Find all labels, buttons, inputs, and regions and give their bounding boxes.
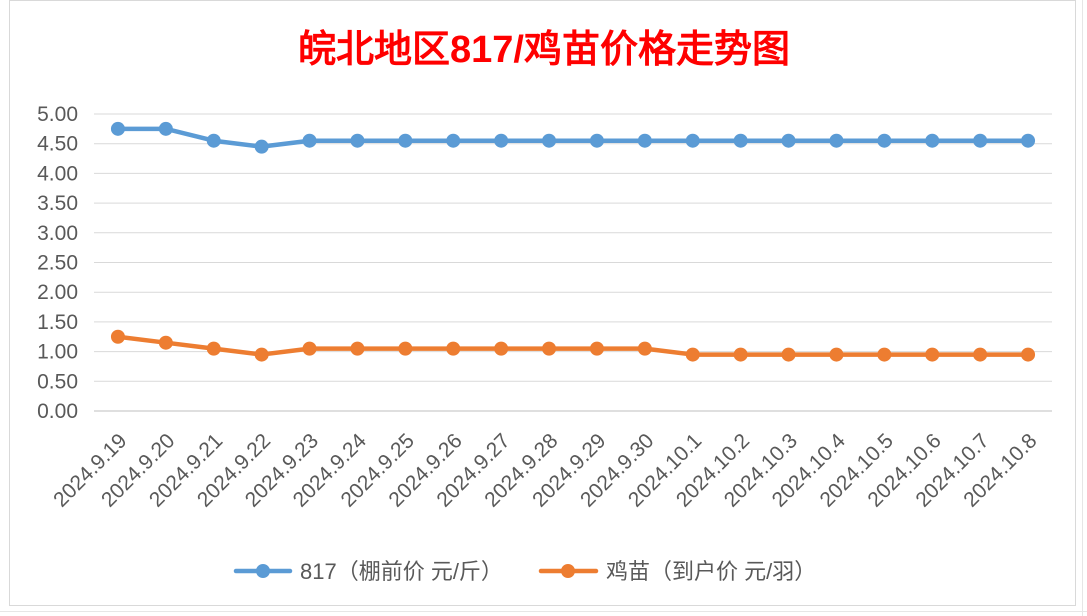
data-point (829, 347, 844, 362)
data-point (302, 133, 317, 148)
legend-item-chick: 鸡苗（到户价 元/羽） (538, 559, 816, 584)
data-point (685, 347, 700, 362)
data-point (350, 133, 365, 148)
data-point (877, 347, 892, 362)
y-tick-label: 0.50 (37, 370, 78, 393)
data-point (637, 133, 652, 148)
data-point (685, 133, 700, 148)
data-point (973, 133, 988, 148)
series-chick (110, 329, 1036, 362)
data-point (158, 121, 173, 136)
data-point (206, 341, 221, 356)
y-tick-label: 4.00 (37, 162, 78, 185)
y-tick-label: 2.00 (37, 281, 78, 304)
series-line (115, 126, 1031, 149)
data-point (110, 329, 125, 344)
data-point (925, 347, 940, 362)
data-point (1021, 133, 1036, 148)
data-point (1021, 347, 1036, 362)
chart-area-border (9, 0, 1076, 606)
data-point (494, 341, 509, 356)
y-tick-label: 0.00 (37, 400, 78, 423)
y-tick-label: 2.50 (37, 252, 78, 275)
data-point (206, 133, 221, 148)
data-point (254, 139, 269, 154)
legend-item-817: 817（棚前价 元/斤） (233, 559, 503, 584)
data-point (158, 335, 173, 350)
y-tick-label: 1.00 (37, 341, 78, 364)
data-point (829, 133, 844, 148)
series-817 (110, 121, 1036, 154)
legend: 817（棚前价 元/斤） 鸡苗（到户价 元/羽） (233, 559, 816, 584)
data-point (877, 133, 892, 148)
legend-label-817: 817（棚前价 元/斤） (300, 559, 503, 584)
data-point (542, 133, 557, 148)
y-tick-label: 3.00 (37, 222, 78, 245)
y-tick-label: 5.00 (37, 103, 78, 126)
chart-title: 皖北地区817/鸡苗价格走势图 (298, 29, 790, 71)
legend-marker-817 (256, 564, 270, 578)
legend-label-chick: 鸡苗（到户价 元/羽） (606, 559, 816, 584)
data-point (733, 133, 748, 148)
data-point (589, 133, 604, 148)
data-point (350, 341, 365, 356)
data-point (925, 133, 940, 148)
data-point (494, 133, 509, 148)
data-point (589, 341, 604, 356)
data-point (398, 133, 413, 148)
data-point (446, 133, 461, 148)
y-tick-label: 3.50 (37, 192, 78, 215)
y-axis-tick-labels: 0.00 0.50 1.00 1.50 2.00 2.50 3.00 3.50 4.00 4.50… (37, 103, 78, 423)
data-point (733, 347, 748, 362)
data-point (781, 347, 796, 362)
data-point (398, 341, 413, 356)
data-point (542, 341, 557, 356)
series-group (110, 121, 1036, 362)
data-point (110, 121, 125, 136)
y-tick-label: 1.50 (37, 311, 78, 334)
data-point (254, 347, 269, 362)
y-tick-label: 4.50 (37, 133, 78, 156)
series-line (115, 334, 1031, 357)
data-point (637, 341, 652, 356)
data-point (302, 341, 317, 356)
data-point (781, 133, 796, 148)
data-point (446, 341, 461, 356)
data-point (973, 347, 988, 362)
legend-marker-chick (561, 564, 575, 578)
